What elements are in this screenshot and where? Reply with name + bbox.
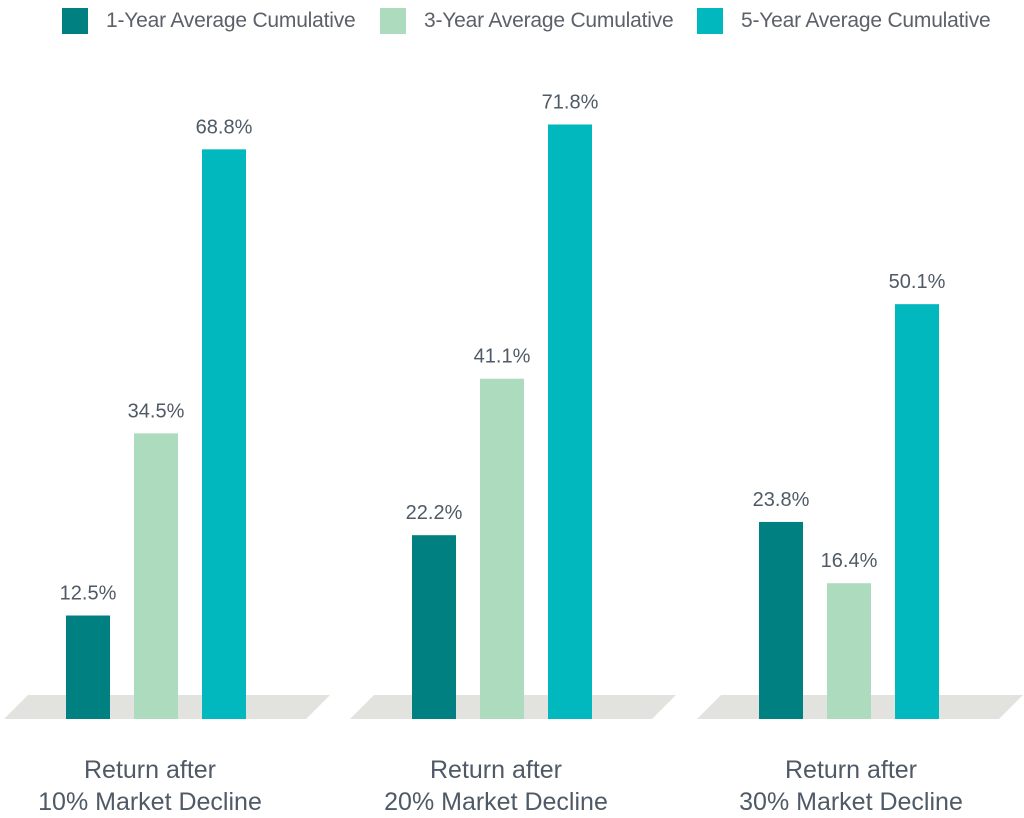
category-label-line: Return after bbox=[784, 756, 917, 784]
legend-label-1-year: 1-Year Average Cumulative bbox=[106, 9, 356, 32]
legend-swatch-3-year bbox=[380, 8, 406, 34]
bar-1-year-group-2 bbox=[412, 535, 456, 719]
category-label-line: 10% Market Decline bbox=[38, 788, 262, 816]
category-label-30pct: Return after 30% Market Decline bbox=[701, 754, 1001, 818]
legend-swatch-5-year bbox=[697, 8, 723, 34]
bar-1-year-group-1 bbox=[66, 615, 110, 719]
bar-3-year-group-3 bbox=[827, 583, 871, 719]
legend-label-3-year: 3-Year Average Cumulative bbox=[424, 9, 674, 32]
legend-label-5-year: 5-Year Average Cumulative bbox=[741, 9, 991, 32]
bar-3-year-group-1 bbox=[134, 433, 178, 719]
data-label: 50.1% bbox=[889, 271, 946, 293]
bar-5-year-group-3 bbox=[895, 304, 939, 719]
data-label: 16.4% bbox=[821, 550, 878, 572]
bar-1-year-group-3 bbox=[759, 521, 803, 719]
data-label: 22.2% bbox=[406, 502, 463, 524]
bar-5-year-group-2 bbox=[548, 124, 592, 720]
data-label: 34.5% bbox=[128, 400, 185, 422]
legend-swatch-1-year bbox=[62, 8, 88, 34]
bar-3-year-group-2 bbox=[480, 378, 524, 719]
category-label-line: Return after bbox=[83, 756, 216, 784]
data-label: 12.5% bbox=[60, 583, 117, 605]
legend: 1-Year Average Cumulative 3-Year Average… bbox=[0, 0, 1024, 46]
category-label-line: 20% Market Decline bbox=[384, 788, 608, 816]
bar-5-year-group-1 bbox=[202, 149, 246, 719]
data-label: 68.8% bbox=[196, 116, 253, 138]
category-label-10pct: Return after 10% Market Decline bbox=[0, 754, 300, 818]
category-label-line: 30% Market Decline bbox=[739, 788, 963, 816]
data-label: 23.8% bbox=[753, 489, 810, 511]
data-label: 71.8% bbox=[542, 91, 599, 113]
data-label: 41.1% bbox=[474, 346, 531, 368]
category-label-line: Return after bbox=[429, 756, 562, 784]
category-label-20pct: Return after 20% Market Decline bbox=[346, 754, 646, 818]
